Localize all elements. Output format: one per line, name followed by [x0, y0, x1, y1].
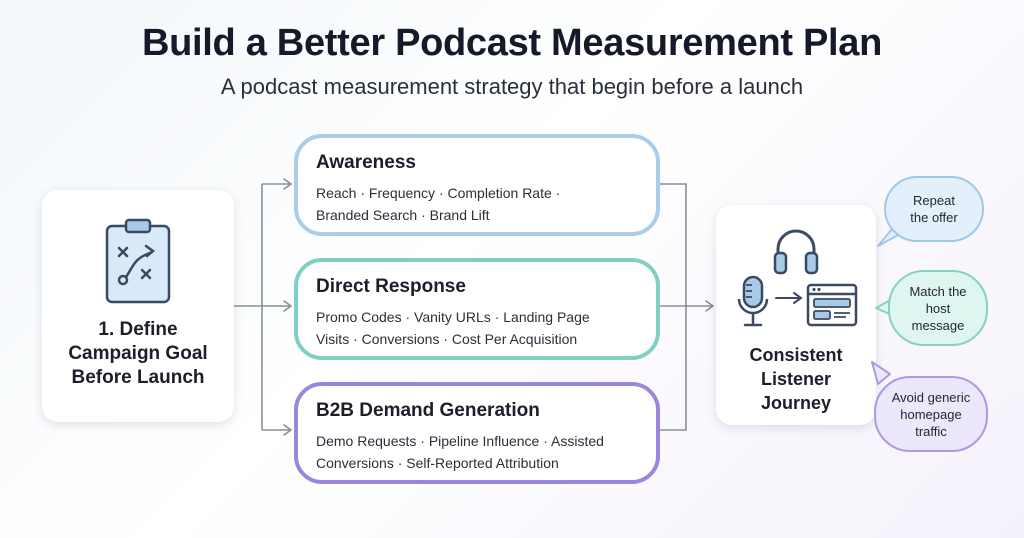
callout-line: traffic [915, 423, 947, 439]
clipboard-strategy-icon [105, 218, 171, 304]
journey-label: Consistent Listener Journey [716, 343, 876, 415]
callout-line: the offer [910, 210, 958, 225]
arrowhead-journey [705, 300, 715, 312]
stage-card-b2b-demand-generation: B2B Demand Generation Demo Requests · Pi… [294, 382, 660, 484]
arrowhead-awareness [283, 178, 293, 190]
callout-line: Avoid generic [891, 389, 971, 405]
journey-line: Journey [760, 393, 832, 413]
stage-title: Direct Response [316, 276, 466, 297]
metric-line: Reach · Frequency · Completion Rate · [316, 185, 561, 201]
callout-line: homepage [900, 406, 962, 422]
metric-line: Promo Codes · Vanity URLs · Landing Page [316, 309, 590, 325]
journey-line: Listener [760, 369, 832, 389]
metric-line: Visits · Conversions · Cost Per Acquisit… [316, 331, 578, 347]
connector-right-spine [660, 183, 687, 431]
stage-metrics: Promo Codes · Vanity URLs · Landing Page… [316, 306, 656, 350]
arrowhead-direct-response [283, 300, 293, 312]
page-title: Build a Better Podcast Measurement Plan [141, 22, 883, 64]
arrowhead-b2b [283, 424, 293, 436]
callout-tail [871, 361, 891, 385]
goal-line: 1. Define [98, 319, 178, 340]
callout-avoid-generic-homepage: Avoid generic homepage traffic [874, 376, 988, 452]
campaign-goal-card: 1. Define Campaign Goal Before Launch [42, 190, 234, 422]
microphone-icon [737, 275, 769, 327]
goal-line: Before Launch [71, 367, 205, 388]
callout-line: Repeat [913, 193, 955, 208]
metric-line: Conversions · Self-Reported Attribution [316, 455, 559, 471]
journey-line: Consistent [749, 345, 843, 365]
callout-line: message [911, 317, 965, 333]
listener-journey-card: Consistent Listener Journey [716, 205, 876, 425]
metric-line: Branded Search · Brand Lift [316, 207, 490, 223]
stage-title: Awareness [316, 152, 416, 173]
callout-repeat-offer: Repeat the offer [884, 176, 984, 242]
headphones-icon [773, 229, 819, 275]
browser-window-icon [806, 283, 858, 327]
stage-metrics: Reach · Frequency · Completion Rate · Br… [316, 182, 656, 226]
callout-line: Match the [909, 283, 967, 299]
callout-line: host [925, 300, 951, 316]
arrow-icon [775, 292, 803, 304]
stage-metrics: Demo Requests · Pipeline Influence · Ass… [316, 430, 656, 474]
stage-title: B2B Demand Generation [316, 400, 540, 421]
stage-card-awareness: Awareness Reach · Frequency · Completion… [294, 134, 660, 236]
callout-match-host-message: Match the host message [888, 270, 988, 346]
metric-line: Demo Requests · Pipeline Influence · Ass… [316, 433, 604, 449]
stage-card-direct-response: Direct Response Promo Codes · Vanity URL… [294, 258, 660, 360]
campaign-goal-label: 1. Define Campaign Goal Before Launch [42, 318, 234, 390]
page-subtitle: A podcast measurement strategy that begi… [220, 74, 804, 99]
goal-line: Campaign Goal [68, 343, 208, 364]
